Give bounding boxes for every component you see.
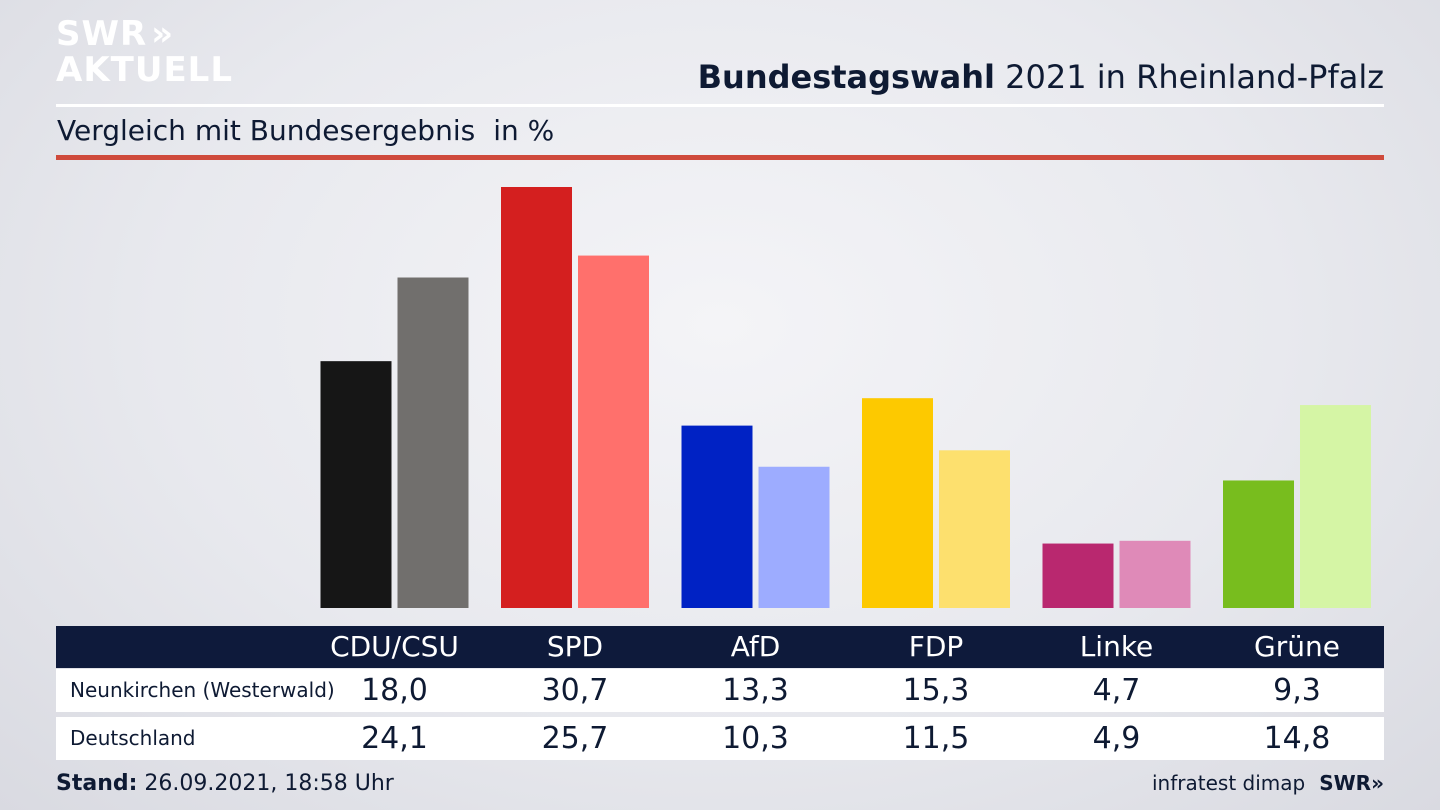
swr-footer-logo: SWR» [1319, 771, 1384, 795]
value-linke-deutschland: 4,9 [1092, 721, 1141, 756]
subtitle-divider [56, 155, 1384, 160]
value-fdp-deutschland: 11,5 [902, 721, 970, 756]
bar-spd-neunkirchen [501, 187, 572, 608]
bar-cdu-csu-neunkirchen [320, 361, 392, 608]
title-rest: 2021 in Rheinland-Pfalz [1005, 58, 1384, 96]
bar-fdp-neunkirchen [862, 398, 933, 608]
chart-subtitle: Vergleich mit Bundesergebnis in % [57, 114, 554, 147]
party-label-gruene: Grüne [1254, 630, 1340, 663]
party-label-fdp: FDP [908, 630, 964, 663]
value-afd-neunkirchen: 13,3 [722, 673, 789, 708]
party-header-row: CDU/CSU SPD AfD FDP Linke Grüne [56, 626, 1384, 668]
swr-aktuell-logo: SWR» AKTUELL [56, 16, 233, 88]
party-label-cdu-csu: CDU/CSU [330, 630, 459, 663]
bar-spd-deutschland [578, 255, 649, 608]
subtitle-text: Vergleich mit Bundesergebnis [57, 114, 476, 147]
party-label-afd: AfD [730, 630, 781, 663]
bar-chart [320, 187, 1371, 608]
row-label-neunkirchen: Neunkirchen (Westerwald) [70, 678, 335, 702]
timestamp: Stand: 26.09.2021, 18:58 Uhr [56, 771, 394, 796]
stand-value: 26.09.2021, 18:58 Uhr [144, 771, 394, 796]
value-gruene-neunkirchen: 9,3 [1273, 673, 1321, 708]
title-bold: Bundestagswahl [697, 58, 995, 96]
value-spd-deutschland: 25,7 [541, 721, 609, 756]
party-label-linke: Linke [1079, 630, 1154, 663]
party-label-spd: SPD [546, 630, 604, 663]
title-divider [56, 104, 1384, 107]
source-credit: infratest dimap SWR» [1152, 771, 1384, 795]
value-afd-deutschland: 10,3 [722, 721, 789, 756]
bar-afd-neunkirchen [681, 425, 753, 608]
row-label-deutschland: Deutschland [70, 726, 196, 750]
table-row-neunkirchen: Neunkirchen (Westerwald) 18,0 30,7 13,3 15,… [56, 669, 1384, 712]
bar-linke-deutschland [1119, 540, 1191, 608]
bar-afd-deutschland [758, 466, 830, 608]
subtitle-unit: in % [493, 114, 555, 147]
value-spd-neunkirchen: 30,7 [541, 673, 609, 708]
value-cdu-csu-deutschland: 24,1 [361, 721, 428, 756]
bar-gruene-neunkirchen [1223, 480, 1294, 608]
bar-gruene-deutschland [1300, 405, 1371, 608]
value-gruene-deutschland: 14,8 [1263, 721, 1331, 756]
logo-swr-text: SWR [56, 14, 148, 54]
stand-label: Stand: [56, 771, 138, 796]
source-text: infratest dimap [1152, 771, 1306, 795]
value-cdu-csu-neunkirchen: 18,0 [361, 673, 428, 708]
bar-linke-neunkirchen [1042, 543, 1114, 608]
value-linke-neunkirchen: 4,7 [1092, 673, 1141, 708]
logo-aktuell-text: AKTUELL [56, 50, 234, 90]
table-row-deutschland: Deutschland 24,1 25,7 10,3 11,5 4,9 14,8 [56, 717, 1384, 760]
bar-fdp-deutschland [939, 450, 1010, 608]
page-title: Bundestagswahl 2021 in Rheinland-Pfalz [698, 58, 1384, 96]
value-fdp-neunkirchen: 15,3 [902, 673, 970, 708]
bar-cdu-csu-deutschland [397, 277, 469, 608]
